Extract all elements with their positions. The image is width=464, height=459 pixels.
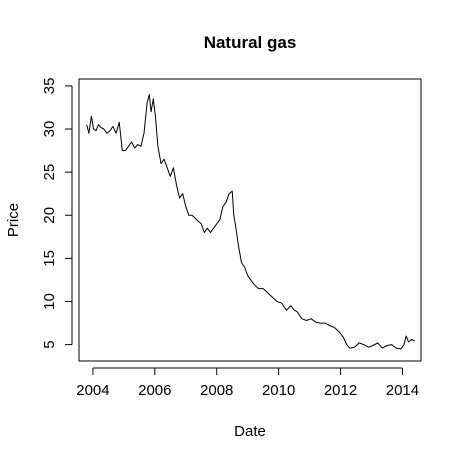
y-tick-label: 20 xyxy=(41,207,58,224)
x-tick-label: 2008 xyxy=(200,382,233,399)
x-tick-label: 2006 xyxy=(138,382,171,399)
y-tick-label: 10 xyxy=(41,293,58,310)
y-tick-label: 5 xyxy=(41,340,58,348)
y-tick-label: 30 xyxy=(41,121,58,138)
x-tick-label: 2012 xyxy=(324,382,357,399)
plot-frame xyxy=(78,78,422,362)
chart-title: Natural gas xyxy=(204,33,297,52)
y-tick-label: 35 xyxy=(41,78,58,95)
x-tick-label: 2014 xyxy=(386,382,419,399)
series-line-natural-gas xyxy=(86,94,416,350)
x-tick-label: 2004 xyxy=(76,382,109,399)
x-tick-label: 2010 xyxy=(262,382,295,399)
y-axis: 5 10 15 20 25 30 35 xyxy=(41,78,73,349)
x-axis: 2004 2006 2008 2010 2012 2014 xyxy=(76,367,419,399)
y-axis-label: Price xyxy=(5,203,22,237)
y-tick-label: 15 xyxy=(41,250,58,267)
y-tick-label: 25 xyxy=(41,164,58,181)
x-axis-label: Date xyxy=(234,423,266,440)
